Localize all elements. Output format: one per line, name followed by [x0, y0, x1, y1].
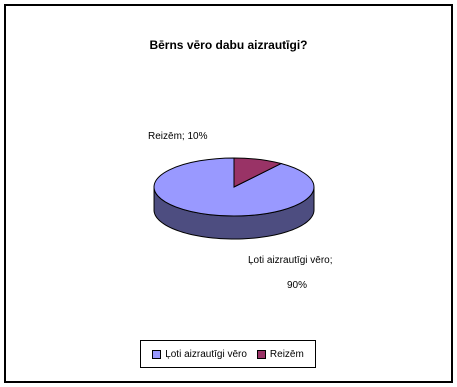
legend-label-reizem: Reizēm [269, 348, 304, 360]
data-label-loti-line1: Ļoti aizrautīgi vēro; [248, 255, 333, 266]
legend-label-loti: Ļoti aizrautīgi vēro [165, 348, 247, 360]
chart-legend: Ļoti aizrautīgi vēro Reizēm [140, 340, 316, 368]
data-label-reizem: Reizēm; 10% [148, 131, 208, 142]
chart-title: Bērns vēro dabu aizrautīgi? [149, 38, 308, 52]
pie-slice-1 [233, 157, 283, 188]
legend-item-reizem: Reizēm [256, 348, 304, 360]
legend-swatch-loti [152, 349, 162, 359]
legend-swatch-reizem [256, 349, 266, 359]
data-label-loti-line2: 90% [287, 280, 308, 291]
legend-item-loti: Ļoti aizrautīgi vēro [152, 349, 247, 360]
